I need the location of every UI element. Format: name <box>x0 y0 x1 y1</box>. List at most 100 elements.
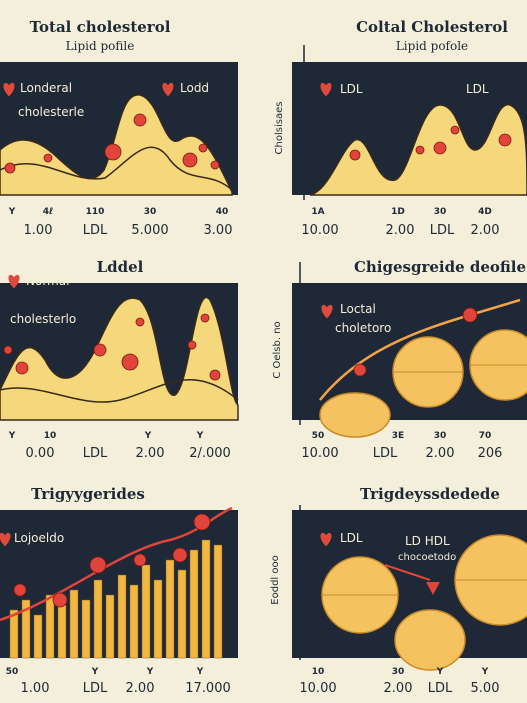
decoration <box>21 599 31 659</box>
decoration <box>33 614 43 659</box>
tick-label: Y <box>144 431 152 441</box>
label: cholesterle <box>18 105 84 119</box>
decoration <box>426 582 440 595</box>
decoration <box>394 609 466 671</box>
decoration <box>93 579 103 659</box>
decoration <box>0 506 233 622</box>
decoration <box>43 153 53 163</box>
tick-label: Y <box>8 431 16 441</box>
tick-label: Y <box>91 667 99 677</box>
decoration <box>172 547 188 563</box>
axis-label: 10.00 <box>299 681 336 696</box>
tick-label: 50 <box>6 667 19 677</box>
tick-label: 10 <box>312 667 325 677</box>
decoration <box>129 584 139 659</box>
decoration <box>0 146 233 191</box>
decoration <box>141 564 151 659</box>
label: choletoro <box>335 321 391 335</box>
decoration <box>153 579 163 659</box>
panel-title: Chigesgreide deofile <box>354 258 526 276</box>
label: chocoetodo <box>398 552 456 563</box>
axis-label: 1.00 <box>21 681 50 696</box>
panel-title: Lddel <box>97 258 144 276</box>
axis-label: 17.000 <box>185 681 231 696</box>
decoration <box>0 296 239 421</box>
decoration <box>415 145 425 155</box>
decoration <box>165 559 175 659</box>
label: Lojoeldo <box>14 531 64 545</box>
decoration <box>105 594 115 659</box>
decoration <box>187 340 197 350</box>
decoration <box>353 363 367 377</box>
decoration <box>384 564 431 581</box>
decoration <box>200 313 210 323</box>
decoration <box>0 379 239 403</box>
axis-label: 5.000 <box>131 223 168 238</box>
tick-label: 30 <box>392 667 405 677</box>
decoration <box>201 539 211 659</box>
axis-label: 2.00 <box>126 681 155 696</box>
axis-label: 2.00 <box>384 681 413 696</box>
axis-label: 2.00 <box>471 223 500 238</box>
decoration <box>209 369 221 381</box>
decoration <box>45 594 55 659</box>
label: Londeral <box>20 81 72 95</box>
axis-label: 2.00 <box>386 223 415 238</box>
label: LDL <box>340 82 363 96</box>
panel-title: Trigyygerides <box>31 485 145 503</box>
tick-label: 30 <box>434 431 447 441</box>
decoration <box>349 149 361 161</box>
tick-label: 30 <box>144 207 157 217</box>
decoration <box>121 353 139 371</box>
tick-label: 70 <box>479 431 492 441</box>
tick-label: 10 <box>44 431 57 441</box>
panel-subtitle: Lipid pofole <box>396 39 468 53</box>
decoration <box>57 604 67 659</box>
decoration <box>450 125 460 135</box>
y-axis-label: Cholsisaes <box>274 102 285 155</box>
panel-title: Trigdeyssdedede <box>360 485 500 503</box>
decoration <box>81 599 91 659</box>
decoration <box>9 609 19 659</box>
label: Loctal <box>340 302 376 316</box>
tick-label: 4ℓ <box>43 207 54 217</box>
decoration <box>189 549 199 659</box>
axis-label: 3.00 <box>204 223 233 238</box>
tick-label: 40 <box>216 207 229 217</box>
tick-label: 110 <box>86 207 105 217</box>
axis-label: 10.00 <box>301 446 338 461</box>
axis-label: LDL <box>83 681 108 696</box>
axis-label: 206 <box>478 446 503 461</box>
decoration <box>93 343 107 357</box>
tick-label: Y <box>436 667 444 677</box>
decoration <box>15 361 29 375</box>
tick-label: Y <box>8 207 16 217</box>
axis-label: LDL <box>430 223 455 238</box>
tick-label: 4D <box>478 207 492 217</box>
decoration <box>462 307 478 323</box>
decoration <box>9 539 223 659</box>
tick-label: Y <box>146 667 154 677</box>
axis-label: LDL <box>373 446 398 461</box>
decoration <box>133 113 147 127</box>
decoration <box>498 133 512 147</box>
decoration <box>193 513 211 531</box>
decoration <box>4 162 16 174</box>
decoration <box>89 556 107 574</box>
decoration <box>177 569 187 659</box>
tick-label: Y <box>481 667 489 677</box>
axis-label: 2.00 <box>426 446 455 461</box>
label: cholesterlo <box>10 312 76 326</box>
decoration <box>198 143 208 153</box>
axis-label: 5.00 <box>471 681 500 696</box>
tick-label: Y <box>196 667 204 677</box>
tick-label: 30 <box>434 207 447 217</box>
panel-subtitle: Lipid pofile <box>66 39 135 53</box>
axis-label: 10.00 <box>301 223 338 238</box>
decoration <box>135 317 145 327</box>
decoration <box>69 589 79 659</box>
decoration <box>210 160 220 170</box>
decoration <box>213 544 223 659</box>
decoration <box>433 141 447 155</box>
panel-title: Total cholesterol <box>30 18 171 36</box>
